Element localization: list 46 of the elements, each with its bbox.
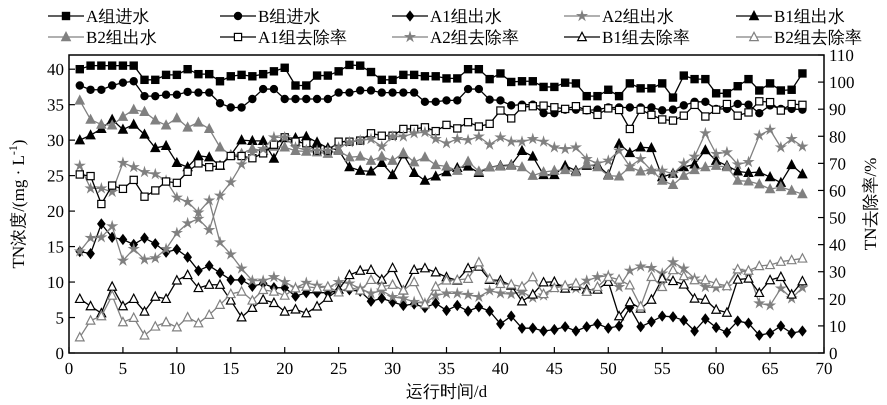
y2tick: 40: [829, 236, 846, 255]
ytick: 30: [47, 131, 64, 150]
legend-label: B组进水: [258, 7, 320, 26]
xtick: 40: [492, 359, 509, 378]
xtick: 5: [118, 359, 128, 378]
ytick: 20: [47, 202, 64, 222]
y2tick: 10: [829, 316, 846, 336]
y2tick: 110: [829, 46, 854, 65]
legend-label: A2组去除率: [430, 28, 519, 47]
xtick: 55: [654, 359, 671, 378]
legend-label: A组进水: [86, 7, 150, 26]
y2tick: 50: [829, 208, 846, 228]
ytick: 25: [47, 166, 64, 186]
legend-label: A2组出水: [602, 7, 674, 26]
xtick: 65: [762, 359, 779, 378]
legend-label: A1组出水: [430, 7, 502, 26]
ytick: 15: [47, 238, 64, 257]
xtick: 30: [384, 359, 402, 378]
xlabel: 运行时间/d: [406, 382, 488, 401]
y2label: TN去除率/%: [861, 158, 880, 250]
ytick: 35: [47, 96, 64, 115]
legend-label: B2组去除率: [774, 28, 862, 47]
legend-label: A1组去除率: [258, 28, 347, 47]
legend-label: B1组出水: [774, 7, 845, 26]
ytick: 5: [56, 308, 64, 328]
legend-label: B2组出水: [86, 28, 157, 47]
y2tick: 100: [829, 73, 854, 92]
xtick: 50: [600, 359, 617, 378]
y2tick: 80: [829, 127, 846, 146]
y2tick: 60: [829, 181, 846, 200]
xtick: 0: [64, 359, 74, 378]
y2tick: 90: [829, 100, 846, 120]
ytick: 10: [47, 273, 64, 292]
xtick: 45: [546, 359, 563, 378]
ytick: 40: [47, 60, 64, 80]
xtick: 15: [222, 359, 240, 378]
y2tick: 30: [829, 262, 846, 282]
xtick: 20: [276, 359, 294, 378]
ytick: 0: [56, 344, 64, 363]
y2tick: 20: [829, 290, 846, 309]
legend-label: B1组去除率: [602, 28, 690, 47]
xtick: 10: [168, 359, 186, 378]
xtick: 35: [438, 359, 455, 378]
xtick: 60: [708, 359, 725, 378]
y2tick: 70: [829, 154, 846, 174]
xtick: 25: [330, 359, 348, 378]
